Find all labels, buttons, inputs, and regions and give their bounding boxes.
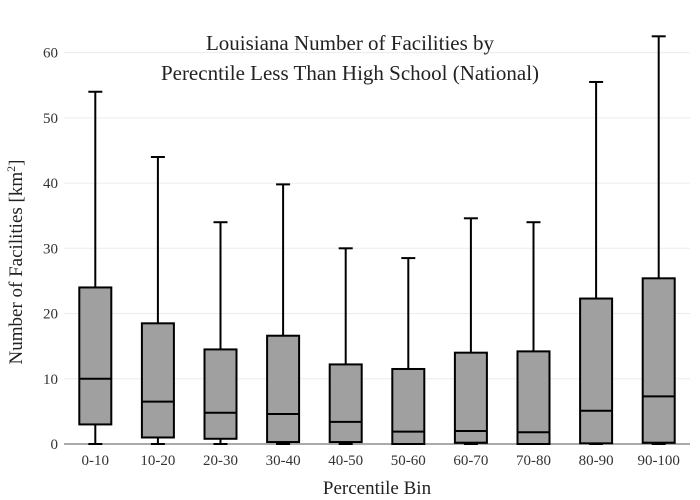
box-iqr <box>641 277 676 444</box>
x-tick-label: 80-90 <box>579 453 614 469</box>
chart-title-line-1: Louisiana Number of Facilities by <box>206 31 495 55</box>
y-axis-label-superscript: 2 <box>4 166 18 172</box>
y-tick-labels: 0 10 20 30 40 50 60 <box>43 46 58 453</box>
box-iqr <box>516 350 551 446</box>
box-iqr <box>203 348 238 440</box>
x-tick-label: 30-40 <box>266 453 301 469</box>
box-plot-item <box>203 221 238 445</box>
x-tick-label: 40-50 <box>328 453 363 469</box>
box-plot-item <box>266 183 301 445</box>
x-tick-label: 0-10 <box>82 453 110 469</box>
box-iqr <box>78 286 113 426</box>
box-iqr <box>140 322 175 439</box>
x-tick-label: 50-60 <box>391 453 426 469</box>
y-tick-label: 10 <box>43 372 58 388</box>
boxes-layer <box>78 35 676 446</box>
y-tick-label: 50 <box>43 111 58 127</box>
box-iqr <box>328 363 363 444</box>
box-plot-item <box>453 217 488 445</box>
box-plot-item <box>391 257 426 445</box>
x-tick-label: 60-70 <box>453 453 488 469</box>
x-tick-label: 70-80 <box>516 453 551 469</box>
x-tick-labels: 0-10 10-20 20-30 30-40 40-50 50-60 60-70 70-80 8… <box>82 453 680 469</box>
y-tick-label: 40 <box>43 176 58 192</box>
x-tick-label: 90-100 <box>637 453 680 469</box>
y-axis-label-main: Number of Facilities [km <box>6 172 27 365</box>
box-plot-item <box>641 35 676 445</box>
y-tick-label: 30 <box>43 241 58 257</box>
chart-title-line-2: Perecntile Less Than High School (Nation… <box>161 61 539 85</box>
box-iqr <box>391 367 426 445</box>
y-tick-label: 60 <box>43 46 58 62</box>
box-iqr <box>579 297 614 445</box>
box-plot-item <box>78 90 113 445</box>
x-tick-label: 10-20 <box>140 453 175 469</box>
x-axis-label: Percentile Bin <box>323 478 432 499</box>
box-plot-item <box>579 80 614 445</box>
box-plot-item <box>328 247 363 445</box>
box-iqr <box>266 334 301 444</box>
box-iqr <box>453 351 488 444</box>
x-tick-label: 20-30 <box>203 453 238 469</box>
y-axis-label-close: ] <box>6 160 27 166</box>
box-plot-item <box>140 155 175 445</box>
y-tick-label: 20 <box>43 307 58 323</box>
box-plot-item <box>516 221 551 446</box>
y-axis-label: Number of Facilities [km2] <box>4 160 27 365</box>
y-tick-label: 0 <box>51 437 59 453</box>
